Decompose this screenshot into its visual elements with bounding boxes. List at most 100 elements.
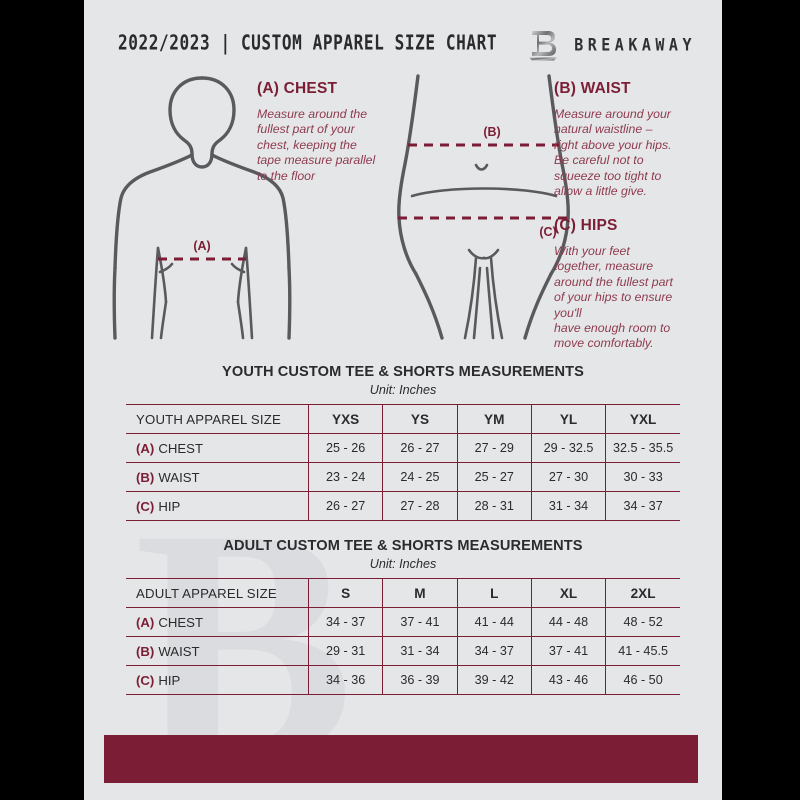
adult-cell: 44 - 48 [530,607,606,637]
adult-cell: 34 - 37 [456,636,532,666]
brand-logo: BREAKAWAY [526,26,696,64]
youth-size-table: YOUTH APPAREL SIZE YXS YS YM YL YXL (A) C… [126,404,680,521]
table-row: (B) WAIST 29 - 31 31 - 34 34 - 37 37 - 41… [126,636,680,666]
adult-cell: 37 - 41 [382,607,458,637]
adult-cell: 31 - 34 [382,636,458,666]
youth-col-header: YXS [307,404,383,434]
youth-col-header: YM [456,404,532,434]
measurement-illustrations: (A) (B) [84,72,722,362]
table-row: (A) CHEST 34 - 37 37 - 41 41 - 44 44 - 48… [126,607,680,637]
waist-marker-label: (B) [483,125,500,139]
youth-corner-label: YOUTH APPAREL SIZE [126,404,309,434]
adult-cell: 37 - 41 [530,636,606,666]
row-label-text: CHEST [158,614,204,630]
youth-table-title: YOUTH CUSTOM TEE & SHORTS MEASUREMENTS [222,364,584,380]
youth-cell: 26 - 27 [382,433,458,463]
youth-cell: 31 - 34 [530,491,606,521]
row-tag: (A) [136,614,155,630]
adult-col-header: XL [530,578,606,608]
row-label-text: HIP [158,672,181,688]
youth-row-label: (B) WAIST [126,462,309,492]
hips-description: (C) HIPS With your feet together, measur… [554,217,704,352]
adult-cell: 39 - 42 [456,665,532,695]
youth-col-header: YXL [605,404,680,434]
adult-cell: 41 - 44 [456,607,532,637]
youth-cell: 27 - 29 [456,433,532,463]
adult-size-table-block: ADULT CUSTOM TEE & SHORTS MEASUREMENTS U… [126,538,680,695]
waist-description: (B) WAIST Measure around your natural wa… [554,80,704,199]
adult-cell: 29 - 31 [307,636,383,666]
adult-table-header-row: ADULT APPAREL SIZE S M L XL 2XL [126,578,680,608]
table-row: (B) WAIST 23 - 24 24 - 25 25 - 27 27 - 30… [126,462,680,492]
youth-row-label: (C) HIP [126,491,309,521]
adult-cell: 41 - 45.5 [605,636,680,666]
brand-name: BREAKAWAY [574,34,696,56]
row-tag: (C) [136,498,155,514]
chest-description-title: (A) CHEST [257,80,338,97]
youth-col-header: YL [530,404,606,434]
row-label-text: WAIST [158,469,200,485]
adult-cell: 48 - 52 [605,607,680,637]
youth-col-header: YS [382,404,458,434]
adult-col-header: L [456,578,532,608]
adult-cell: 36 - 39 [382,665,458,695]
page-title: 2022/2023 | CUSTOM APPAREL SIZE CHART [118,32,498,56]
row-label-text: CHEST [158,440,204,456]
youth-table-body: YOUTH APPAREL SIZE YXS YS YM YL YXL (A) C… [126,404,680,521]
hips-description-body: With your feet together, measure around … [554,244,673,351]
youth-size-table-block: YOUTH CUSTOM TEE & SHORTS MEASUREMENTS U… [126,364,680,521]
adult-col-header: 2XL [605,578,680,608]
youth-cell: 30 - 33 [605,462,680,492]
chest-marker-label: (A) [193,239,210,253]
row-tag: (A) [136,440,155,456]
youth-cell: 25 - 27 [456,462,532,492]
waist-description-body: Measure around your natural waistline – … [554,107,672,199]
youth-cell: 23 - 24 [307,462,383,492]
table-row: (C) HIP 34 - 36 36 - 39 39 - 42 43 - 46 4… [126,665,680,695]
youth-cell: 29 - 32.5 [530,433,606,463]
table-row: (C) HIP 26 - 27 27 - 28 28 - 31 31 - 34 3… [126,491,680,521]
adult-col-header: S [307,578,383,608]
adult-table-title: ADULT CUSTOM TEE & SHORTS MEASUREMENTS [223,538,583,554]
youth-table-unit: Unit: Inches [369,383,437,397]
waist-description-title: (B) WAIST [554,80,631,97]
lower-body-figure: (B) (C) [397,74,570,340]
adult-row-label: (A) CHEST [126,607,309,637]
youth-row-label: (A) CHEST [126,433,309,463]
youth-cell: 26 - 27 [307,491,383,521]
adult-row-label: (B) WAIST [126,636,309,666]
hip-marker-label: (C) [539,225,556,239]
hips-description-title: (C) HIPS [554,217,618,234]
adult-corner-label: ADULT APPAREL SIZE [126,578,309,608]
adult-cell: 34 - 36 [307,665,383,695]
row-tag: (B) [136,643,155,659]
table-row: (A) CHEST 25 - 26 26 - 27 27 - 29 29 - 32… [126,433,680,463]
upper-body-figure: (A) [112,76,292,340]
youth-cell: 24 - 25 [382,462,458,492]
youth-table-header-row: YOUTH APPAREL SIZE YXS YS YM YL YXL [126,404,680,434]
row-label-text: HIP [158,498,181,514]
youth-cell: 27 - 30 [530,462,606,492]
youth-cell: 27 - 28 [382,491,458,521]
breakaway-b-logo-icon [529,31,558,61]
chest-description-body: Measure around the fullest part of your … [257,107,376,183]
chest-description: (A) CHEST Measure around the fullest par… [257,80,417,184]
footer-bar [104,735,698,783]
adult-cell: 46 - 50 [605,665,680,695]
youth-cell: 32.5 - 35.5 [605,433,680,463]
size-chart-page: B 2022/2023 | CUSTOM APPAREL SIZE CHART [84,0,722,800]
adult-table-unit: Unit: Inches [369,557,437,571]
adult-row-label: (C) HIP [126,665,309,695]
adult-cell: 43 - 46 [530,665,606,695]
youth-cell: 28 - 31 [456,491,532,521]
youth-cell: 34 - 37 [605,491,680,521]
row-tag: (C) [136,672,155,688]
row-tag: (B) [136,469,155,485]
youth-cell: 25 - 26 [307,433,383,463]
adult-size-table: ADULT APPAREL SIZE S M L XL 2XL (A) CHEST… [126,578,680,695]
adult-cell: 34 - 37 [307,607,383,637]
row-label-text: WAIST [158,643,200,659]
adult-col-header: M [382,578,458,608]
page-header: 2022/2023 | CUSTOM APPAREL SIZE CHART BR… [84,26,722,66]
adult-table-body: ADULT APPAREL SIZE S M L XL 2XL (A) CHEST… [126,578,680,695]
